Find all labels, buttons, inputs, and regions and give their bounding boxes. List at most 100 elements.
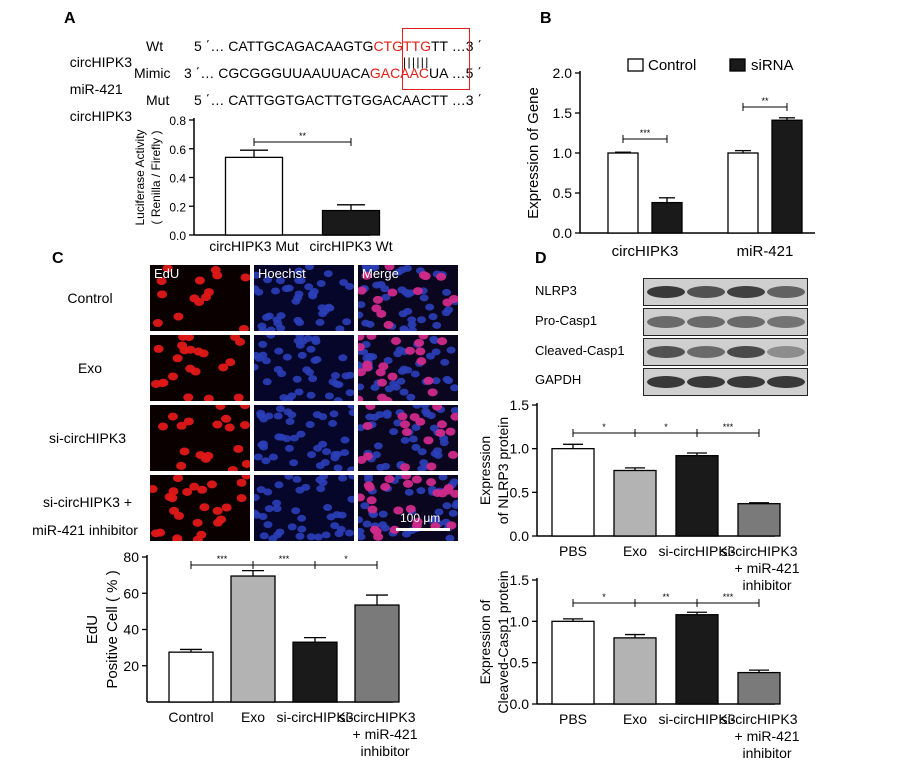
- nucleus: [347, 405, 354, 409]
- edu-positive-nucleus: [241, 459, 250, 468]
- bar: [354, 604, 400, 703]
- edu-positive-nucleus: [373, 532, 384, 541]
- edu-positive-nucleus: [199, 503, 210, 512]
- blot-label-nlrp3: NLRP3: [535, 283, 577, 298]
- nlrp3-chart: 0.0 0.5 1.0 1.5 Expression of NLRP3 protein PB…: [477, 397, 800, 593]
- edu-positive-nucleus: [240, 273, 250, 282]
- nucleus: [432, 321, 442, 329]
- edu-positive-nucleus: [400, 420, 411, 429]
- sequence-row-wt: circHIPK3 Wt 5 ΄… CATTGCAGACAAGTGCTGTTGT…: [62, 38, 482, 102]
- nucleus: [302, 366, 312, 374]
- edu-positive-nucleus: [384, 265, 395, 271]
- edu-positive-nucleus: [445, 427, 456, 436]
- nucleus: [254, 509, 260, 517]
- nucleus: [258, 351, 268, 359]
- y-tick-label: 0.0: [169, 229, 186, 243]
- nucleus: [337, 511, 347, 519]
- nucleus: [323, 270, 333, 278]
- significance-label: *: [664, 422, 668, 432]
- nucleus: [316, 280, 326, 288]
- edu-positive-nucleus: [387, 288, 398, 297]
- nucleus: [292, 375, 302, 383]
- panel-letter-a: A: [64, 10, 76, 27]
- bar: [737, 671, 781, 705]
- micrograph-channel-label: Hoechst: [258, 266, 306, 281]
- category-label: PBS: [559, 711, 587, 727]
- nucleus: [287, 523, 297, 531]
- nucleus: [272, 499, 282, 507]
- bar: [607, 152, 639, 234]
- edu-positive-nucleus: [155, 528, 166, 537]
- category-label: inhibitor: [742, 577, 791, 593]
- blot-band: [647, 286, 685, 298]
- edu-positive-nucleus: [416, 357, 427, 366]
- nucleus: [264, 505, 274, 513]
- nucleus: [397, 286, 407, 294]
- edu-positive-nucleus: [377, 378, 388, 387]
- micrograph-hoechst: [254, 475, 354, 541]
- nucleus: [271, 287, 281, 295]
- edu-positive-nucleus: [414, 338, 425, 347]
- edu-positive-nucleus: [212, 518, 223, 527]
- nucleus: [369, 265, 379, 269]
- edu-positive-nucleus: [426, 462, 437, 471]
- edu-positive-nucleus: [418, 335, 429, 340]
- nucleus: [425, 352, 435, 360]
- edu-chart: 20 40 60 80 EdU Positive Cell ( % ) Control Exo…: [84, 549, 418, 759]
- nucleus: [451, 501, 458, 509]
- sequence-text: 3 ΄… CGCGGGUUAAUUACAGACAACUA …5 ΄: [184, 65, 482, 81]
- bar: [551, 448, 595, 537]
- y-tick-label: 0.5: [510, 484, 530, 500]
- sequence-tag: Mut: [146, 92, 170, 108]
- legend-swatch-sirna: [729, 58, 746, 72]
- nucleus: [381, 462, 391, 470]
- blot-strip: [643, 338, 808, 366]
- edu-positive-nucleus: [239, 421, 250, 430]
- nucleus: [274, 433, 284, 441]
- nucleus: [348, 475, 354, 480]
- category-label: Exo: [623, 711, 647, 727]
- nucleus: [345, 282, 354, 290]
- edu-positive-nucleus: [157, 422, 168, 431]
- nuclei-image: [358, 265, 458, 331]
- nucleus: [275, 405, 285, 413]
- sequence-text: 5 ΄… CATTGGTGACTTGTGGACAACTT …3 ΄: [194, 92, 483, 108]
- nucleus: [326, 513, 336, 521]
- nucleus: [371, 451, 381, 459]
- category-label: Exo: [623, 543, 647, 559]
- nucleus: [315, 318, 325, 326]
- sequence-tag: Mimic: [134, 65, 171, 81]
- nucleus: [338, 475, 348, 482]
- nucleus: [297, 525, 307, 533]
- nucleus: [283, 408, 293, 416]
- nucleus: [306, 345, 316, 353]
- edu-positive-nucleus: [233, 444, 244, 453]
- nucleus: [344, 529, 354, 537]
- nuclei-image: [358, 405, 458, 471]
- nucleus: [294, 290, 304, 298]
- bar: [292, 641, 338, 703]
- base-pairing-marks: | | | | | |: [403, 55, 428, 69]
- nucleus: [441, 309, 451, 317]
- micrograph-channel-label: Merge: [362, 266, 399, 281]
- nucleus: [261, 457, 271, 465]
- edu-positive-nucleus: [164, 492, 175, 501]
- nucleus: [445, 534, 455, 541]
- nucleus: [400, 326, 410, 331]
- nucleus: [322, 448, 332, 456]
- edu-positive-nucleus: [358, 493, 365, 502]
- edu-positive-nucleus: [367, 505, 378, 514]
- nucleus: [295, 532, 305, 540]
- nucleus: [345, 389, 354, 397]
- y-axis-label: Positive Cell ( % ): [104, 570, 121, 688]
- edu-positive-nucleus: [198, 349, 209, 358]
- nucleus: [446, 346, 456, 354]
- bar: [168, 651, 214, 703]
- y-tick-label: 0.4: [169, 172, 186, 186]
- nucleus: [328, 419, 338, 427]
- edu-positive-nucleus: [423, 376, 434, 385]
- edu-positive-nucleus: [412, 287, 423, 296]
- edu-positive-nucleus: [241, 475, 250, 480]
- edu-positive-nucleus: [437, 337, 448, 346]
- nucleus: [258, 340, 268, 348]
